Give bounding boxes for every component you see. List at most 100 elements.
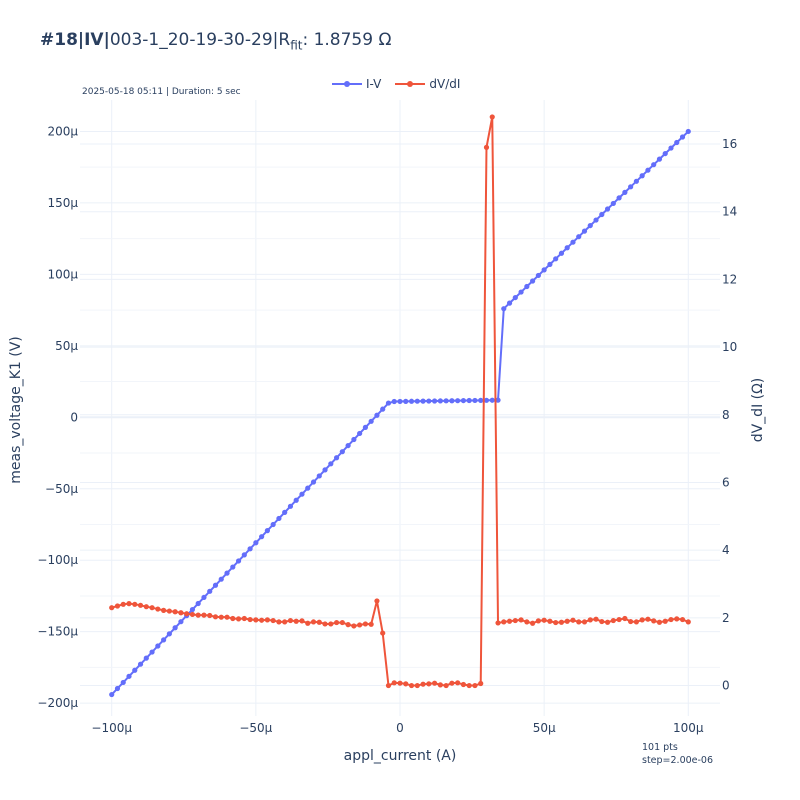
iv-point bbox=[253, 540, 259, 546]
dvdi-point bbox=[235, 616, 242, 622]
iv-point bbox=[114, 685, 121, 692]
x-tick-label: −100μ bbox=[91, 721, 132, 735]
dvdi-point bbox=[403, 681, 409, 687]
dvdi-point bbox=[662, 618, 668, 624]
iv-point bbox=[397, 398, 403, 405]
dvdi-point bbox=[397, 680, 403, 686]
dvdi-point bbox=[495, 620, 501, 626]
dvdi-point bbox=[155, 606, 161, 612]
iv-point bbox=[224, 570, 230, 576]
iv-point bbox=[368, 418, 374, 424]
iv-point bbox=[668, 145, 674, 151]
iv-point bbox=[207, 588, 213, 594]
iv-point bbox=[460, 397, 467, 404]
y2-tick-label: 4 bbox=[722, 543, 730, 557]
dvdi-point bbox=[553, 619, 559, 626]
dvdi-point bbox=[253, 617, 259, 623]
y-tick-label: 200μ bbox=[47, 124, 78, 138]
iv-point bbox=[316, 473, 322, 479]
iv-point bbox=[178, 619, 184, 625]
iv-point bbox=[333, 455, 340, 461]
iv-point bbox=[558, 250, 565, 256]
iv-point bbox=[593, 217, 599, 223]
dvdi-point bbox=[414, 682, 420, 689]
y-axis-label: meas_voltage_K1 (V) bbox=[8, 336, 24, 483]
dvdi-point bbox=[380, 630, 386, 636]
y-tick-label: 100μ bbox=[47, 267, 78, 281]
points-count: 101 pts bbox=[642, 742, 678, 753]
dvdi-point bbox=[120, 601, 126, 607]
dvdi-point bbox=[443, 682, 449, 689]
dvdi-point bbox=[184, 611, 190, 617]
dvdi-point bbox=[558, 619, 565, 625]
legend-item-iv[interactable]: I-V bbox=[332, 77, 381, 91]
iv-point bbox=[662, 150, 668, 157]
iv-point bbox=[126, 673, 132, 679]
iv-point bbox=[478, 397, 484, 403]
series-iv bbox=[109, 128, 691, 698]
dvdi-point bbox=[431, 680, 438, 686]
dvdi-point bbox=[449, 680, 455, 686]
iv-point bbox=[385, 400, 392, 406]
dvdi-point bbox=[264, 617, 270, 623]
chart-title: #18|IV|003-1_20-19-30-29|Rfit: 1.8759 Ω bbox=[40, 30, 392, 53]
iv-point bbox=[449, 398, 455, 404]
iv-point bbox=[351, 436, 357, 443]
axes: −100μ −50μ 0 50μ 100μ 200μ 150μ 100μ 50μ 0 −50μ −10… bbox=[37, 124, 737, 735]
dvdi-point bbox=[247, 616, 253, 623]
dvdi-point bbox=[564, 618, 570, 624]
iv-point bbox=[345, 442, 351, 449]
iv-point bbox=[276, 515, 282, 522]
dvdi-point bbox=[385, 682, 392, 689]
x-tick-label: −50μ bbox=[239, 721, 272, 735]
iv-point bbox=[587, 222, 593, 229]
iv-point bbox=[599, 211, 605, 218]
dvdi-point bbox=[685, 619, 691, 625]
dvdi-point bbox=[293, 618, 299, 624]
iv-point bbox=[639, 173, 645, 179]
iv-point bbox=[322, 467, 328, 473]
legend-item-dvdi[interactable]: dV/dI bbox=[395, 77, 460, 91]
iv-point bbox=[685, 128, 691, 135]
dvdi-point bbox=[576, 619, 582, 625]
iv-point bbox=[455, 398, 461, 404]
dvdi-point bbox=[161, 607, 167, 614]
iv-point bbox=[310, 479, 317, 485]
iv-point bbox=[547, 261, 553, 267]
iv-point bbox=[195, 600, 201, 607]
dvdi-point bbox=[276, 619, 282, 625]
iv-point bbox=[628, 184, 634, 190]
dvdi-point bbox=[259, 617, 265, 623]
iv-point bbox=[576, 234, 582, 240]
dvdi-point bbox=[570, 617, 576, 623]
dvdi-point bbox=[201, 612, 207, 618]
dvdi-point bbox=[610, 617, 616, 624]
iv-point bbox=[633, 178, 639, 184]
dvdi-point bbox=[299, 618, 305, 624]
x-tick-label: 50μ bbox=[533, 721, 556, 735]
y-tick-label: 50μ bbox=[55, 339, 78, 353]
dvdi-point bbox=[466, 682, 472, 689]
dvdi-point bbox=[333, 619, 340, 626]
grid-lines bbox=[80, 100, 720, 716]
legend-swatch-iv bbox=[332, 79, 362, 89]
dvdi-point bbox=[143, 604, 149, 610]
iv-point bbox=[362, 424, 369, 430]
iv-point bbox=[610, 200, 616, 207]
iv-point bbox=[656, 156, 663, 162]
dvdi-point bbox=[587, 617, 593, 623]
iv-point bbox=[293, 497, 299, 503]
iv-point bbox=[287, 503, 294, 509]
iv-point bbox=[299, 491, 305, 497]
iv-point bbox=[230, 564, 236, 570]
legend[interactable]: I-V dV/dI bbox=[332, 77, 460, 91]
y2-axis-label: dV_dI (Ω) bbox=[750, 378, 766, 443]
dvdi-point bbox=[166, 608, 172, 614]
iv-point bbox=[414, 398, 420, 404]
dvdi-point bbox=[489, 114, 495, 120]
dvdi-point bbox=[282, 619, 288, 625]
dvdi-point bbox=[114, 603, 121, 609]
iv-point bbox=[264, 528, 270, 534]
iv-point bbox=[420, 398, 426, 404]
